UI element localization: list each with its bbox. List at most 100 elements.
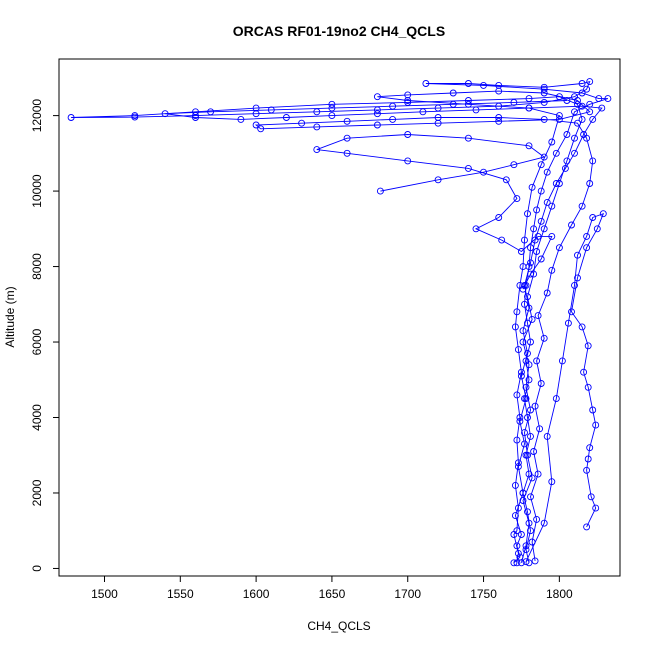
data-point [525,559,533,567]
data-point [580,131,588,138]
data-point [540,519,548,527]
data-point [434,119,442,127]
data-point [498,236,506,244]
series-line [165,100,603,564]
data-point [563,97,571,104]
data-point [527,338,534,346]
data-point [343,134,351,142]
data-point [511,512,519,520]
data-point [525,376,533,384]
data-point [517,531,525,538]
data-point [533,515,541,523]
data-point [419,108,427,116]
data-point [561,164,569,172]
data-point [524,414,531,421]
data-point [404,131,412,138]
data-point [513,391,521,399]
x-axis-label: CH4_QCLS [307,619,370,633]
data-point [513,308,521,316]
data-point [502,176,510,184]
data-point [480,168,487,176]
data-point [543,289,551,297]
data-point [516,553,524,561]
data-point [552,180,560,187]
data-point [495,87,503,95]
data-point [586,108,594,116]
data-point [548,232,556,240]
x-tick-label: 1500 [91,587,118,601]
data-point [495,117,503,125]
data-point [531,402,539,410]
data-point [527,406,534,414]
data-point [404,157,412,165]
x-tick-label: 1700 [394,587,421,601]
data-point [531,557,539,565]
x-tick-label: 1750 [470,587,497,601]
data-point [521,281,528,289]
data-point [592,504,600,512]
data-point [548,478,556,486]
data-point [548,202,556,210]
data-point [510,98,518,106]
data-point [373,110,381,118]
data-point [343,149,351,157]
data-point [422,80,430,87]
plot-frame [58,58,621,577]
data-point [537,255,545,263]
data-point [527,432,534,440]
data-point [510,531,518,538]
data-point [516,417,524,425]
x-tick-label: 1600 [243,587,270,601]
data-point [534,312,542,320]
data-point [464,164,472,172]
data-point [521,236,528,244]
data-point [543,432,551,440]
data-point [586,78,594,86]
data-point [527,527,534,535]
data-point [540,225,548,233]
y-tick-label: 6000 [30,328,44,355]
data-point [524,319,531,327]
data-point [513,195,521,203]
data-point [131,113,139,121]
data-point [343,117,351,125]
data-point [522,451,530,459]
chart-title: ORCAS RF01-19no2 CH4_QCLS [233,23,445,39]
y-axis: 0 2000 4000 6000 8000 10000 12000 [30,99,59,572]
data-point [543,168,551,176]
data-point [540,85,548,93]
data-point [525,142,533,150]
data-point [578,323,586,331]
data-point [527,259,534,267]
data-point [533,206,541,214]
data-point [568,308,575,316]
data-point [513,542,521,550]
data-point [328,104,336,112]
data-point [519,338,527,346]
data-point [514,504,522,512]
data-point [513,436,521,444]
data-point [313,123,321,131]
series-line [525,212,605,562]
data-point [540,153,548,161]
data-point [511,481,519,489]
data-point [583,85,591,93]
data-point [522,546,530,554]
data-point [464,80,472,87]
data-point [583,523,591,531]
data-point [571,281,578,289]
y-axis-label: Altitude (m) [3,286,17,347]
data-point [595,95,603,103]
data-point [524,349,531,357]
data-point [521,300,528,308]
data-point [517,248,525,255]
x-tick-label: 1550 [167,587,194,601]
y-tick-label: 12000 [30,99,44,133]
data-point [207,108,215,116]
data-point [583,232,591,240]
data-point [586,180,594,187]
data-point [578,202,586,210]
data-point [434,176,442,184]
data-point [537,217,545,225]
